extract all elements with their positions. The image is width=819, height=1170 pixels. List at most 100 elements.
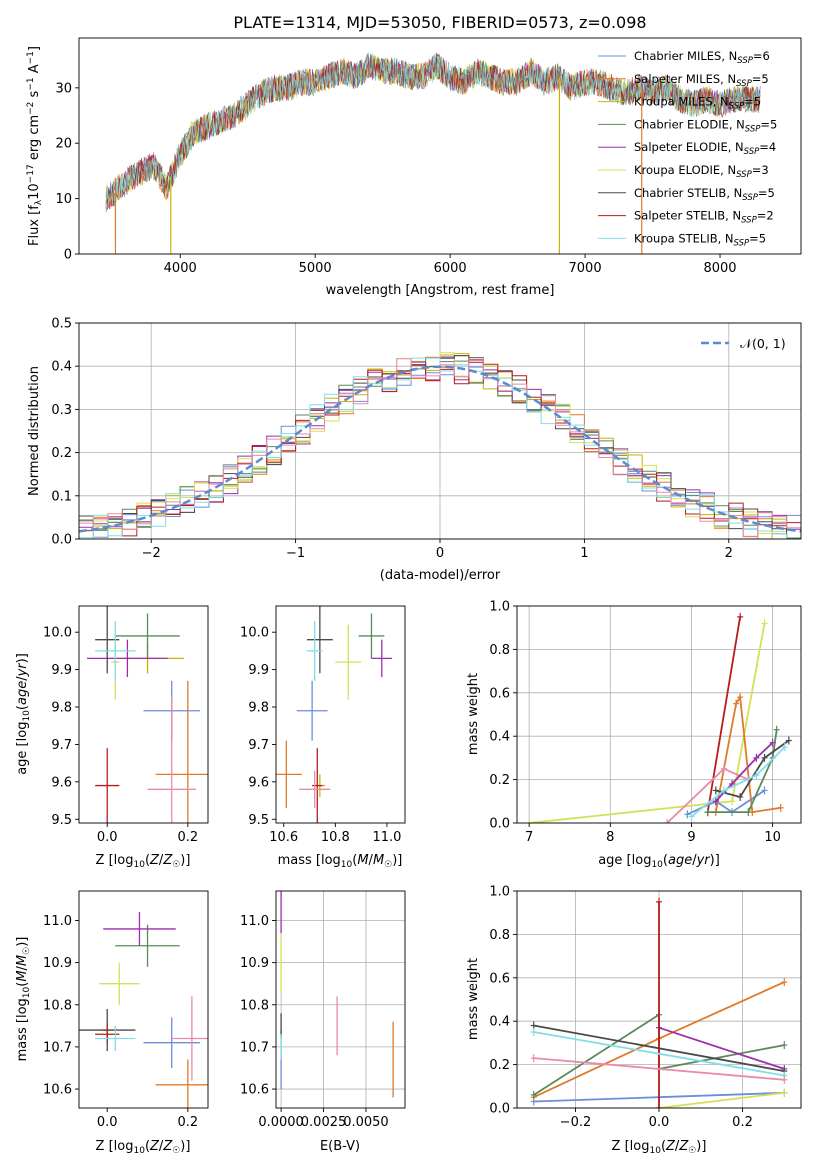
legend-entry: Chabrier MILES, NSSP=6 bbox=[634, 49, 770, 66]
x-tick-label: 10.8 bbox=[321, 830, 350, 845]
legend-entry: Kroupa MILES, NSSP=5 bbox=[634, 95, 761, 112]
x-axis-label: Z [log10(Z/Z☉)] bbox=[96, 853, 191, 870]
weight-line bbox=[707, 729, 778, 813]
y-axis-label: Flux [fλ10−17 erg cm−2 s−1 A−1] bbox=[26, 46, 44, 246]
x-axis-label: (data-model)/error bbox=[380, 568, 501, 583]
panel-age-vs-Z: 0.0 0.2 9.5 9.6 9.7 9.8 9.9 10.0 Z [log10(Z/Z☉)]… bbox=[15, 605, 209, 870]
x-axis-label: age [log10(age/yr)] bbox=[598, 853, 720, 870]
y-tick-label: 10.9 bbox=[240, 956, 269, 971]
weight-line bbox=[533, 1057, 785, 1081]
y-tick-label: 20 bbox=[55, 137, 72, 152]
x-tick-label: 6000 bbox=[434, 261, 467, 276]
x-tick-label: 8 bbox=[606, 830, 614, 845]
y-tick-label: 9.5 bbox=[51, 813, 72, 828]
x-axis-label: Z [log10(Z/Z☉)] bbox=[96, 1139, 191, 1156]
y-tick-label: 10 bbox=[55, 192, 72, 207]
y-tick-label: 30 bbox=[55, 81, 72, 96]
legend-entry: Kroupa STELIB, NSSP=5 bbox=[634, 231, 766, 248]
legend-entry: Chabrier STELIB, NSSP=5 bbox=[634, 186, 775, 203]
y-tick-label: 0.0 bbox=[51, 533, 72, 548]
x-tick-label: −1 bbox=[286, 546, 305, 561]
x-tick-label: 0.0 bbox=[97, 1115, 118, 1130]
axes-frame bbox=[78, 37, 802, 255]
y-tick-label: 0.5 bbox=[51, 317, 72, 332]
legend-entry: 𝒩(0, 1) bbox=[740, 336, 786, 351]
y-tick-label: 0.4 bbox=[489, 730, 510, 745]
plot-area-weight-vs-Z bbox=[530, 897, 788, 1108]
y-tick-label: 9.9 bbox=[51, 663, 72, 678]
y-tick-label: 10.0 bbox=[43, 626, 72, 641]
y-tick-label: 10.6 bbox=[240, 1083, 269, 1098]
panel-weight-vs-age: 7 8 9 10 0.0 0.2 0.4 0.6 0.8 1.0 age [log10(age/yr… bbox=[466, 600, 802, 870]
plot-area-spectrum bbox=[105, 51, 761, 254]
x-tick-label: 2 bbox=[725, 546, 733, 561]
x-tick-label: 0.0050 bbox=[343, 1115, 389, 1130]
x-tick-label: 11.0 bbox=[372, 830, 401, 845]
legend-entry: Kroupa ELODIE, NSSP=3 bbox=[634, 163, 769, 180]
panel-residual-histogram: −2 −1 0 1 2 0.0 0.1 0.2 0.3 0.4 0.5 𝒩(0, 1) (data-mo… bbox=[27, 317, 802, 583]
normal-curve bbox=[79, 365, 801, 533]
x-tick-label: 10.6 bbox=[269, 830, 298, 845]
figure-title: PLATE=1314, MJD=53050, FIBERID=0573, z=0… bbox=[233, 13, 646, 32]
y-tick-label: 9.8 bbox=[51, 701, 72, 716]
axes-frame bbox=[516, 605, 802, 824]
plot-area-weight-vs-age bbox=[526, 612, 792, 823]
y-tick-label: 10.7 bbox=[43, 1040, 72, 1055]
y-tick-label: 10.9 bbox=[43, 956, 72, 971]
axes-frame bbox=[275, 605, 406, 824]
x-tick-label: 0 bbox=[436, 546, 444, 561]
spectrum-legend: Chabrier MILES, NSSP=6 Salpeter MILES, NS… bbox=[598, 49, 777, 248]
panel-weight-vs-Z: −0.2 0.0 0.2 0.0 0.2 0.4 0.6 0.8 1.0 Z [log10(Z/Z… bbox=[466, 885, 802, 1156]
axes-frame bbox=[516, 890, 802, 1109]
y-tick-label: 9.5 bbox=[248, 813, 269, 828]
y-tick-label: 0.0 bbox=[489, 1102, 510, 1117]
y-tick-label: 0.4 bbox=[489, 1015, 510, 1030]
legend-entry: Salpeter MILES, NSSP=5 bbox=[634, 72, 769, 89]
x-axis-label: Z [log10(Z/Z☉)] bbox=[612, 1139, 707, 1156]
weight-line bbox=[658, 1091, 785, 1108]
y-tick-label: 0.1 bbox=[51, 489, 72, 504]
legend-entry: Chabrier ELODIE, NSSP=5 bbox=[634, 117, 777, 134]
y-tick-label: 1.0 bbox=[489, 885, 510, 900]
y-tick-label: 0.3 bbox=[51, 403, 72, 418]
y-tick-label: 11.0 bbox=[240, 914, 269, 929]
x-tick-label: 8000 bbox=[703, 261, 736, 276]
y-tick-label: 9.7 bbox=[51, 738, 72, 753]
spectrum-line bbox=[105, 52, 761, 213]
y-tick-label: 11.0 bbox=[43, 914, 72, 929]
legend-entry: Salpeter ELODIE, NSSP=4 bbox=[634, 140, 776, 157]
y-tick-label: 0.6 bbox=[489, 971, 510, 986]
y-tick-label: 0.2 bbox=[51, 446, 72, 461]
axes-frame bbox=[275, 890, 406, 1109]
weight-line bbox=[658, 1026, 785, 1070]
x-tick-label: 0.0000 bbox=[258, 1115, 304, 1130]
plot-area-age-vs-mass bbox=[276, 606, 393, 823]
axes-frame bbox=[78, 605, 209, 824]
weight-line bbox=[690, 746, 786, 818]
axes-frame bbox=[78, 890, 209, 1109]
plot-area-residual-histogram bbox=[79, 352, 801, 539]
x-tick-label: 10 bbox=[764, 830, 781, 845]
x-tick-label: 0.2 bbox=[732, 1115, 753, 1130]
x-axis-label: wavelength [Angstrom, rest frame] bbox=[326, 283, 555, 298]
x-tick-label: 0.2 bbox=[178, 830, 199, 845]
panel-spectrum: 4000 5000 6000 7000 8000 0 10 20 30 Chabrier MILE… bbox=[26, 37, 802, 298]
y-axis-label: Normed distribution bbox=[27, 366, 42, 496]
x-tick-label: 7000 bbox=[569, 261, 602, 276]
x-axis-label: mass [log10(M/M☉)] bbox=[278, 853, 403, 870]
y-axis-label: mass weight bbox=[466, 958, 481, 1040]
y-tick-label: 0.2 bbox=[489, 773, 510, 788]
plot-area-mass-vs-ebv bbox=[280, 891, 394, 1098]
y-tick-label: 0 bbox=[64, 248, 72, 263]
y-axis-label: age [log10(age/yr)] bbox=[15, 653, 32, 775]
y-tick-label: 0.0 bbox=[489, 817, 510, 832]
y-tick-label: 10.8 bbox=[43, 998, 72, 1013]
x-tick-label: −2 bbox=[142, 546, 161, 561]
x-tick-label: 1 bbox=[580, 546, 588, 561]
x-tick-label: 4000 bbox=[164, 261, 197, 276]
y-tick-label: 9.6 bbox=[51, 775, 72, 790]
weight-line bbox=[533, 1031, 785, 1077]
axes-frame bbox=[78, 322, 802, 540]
